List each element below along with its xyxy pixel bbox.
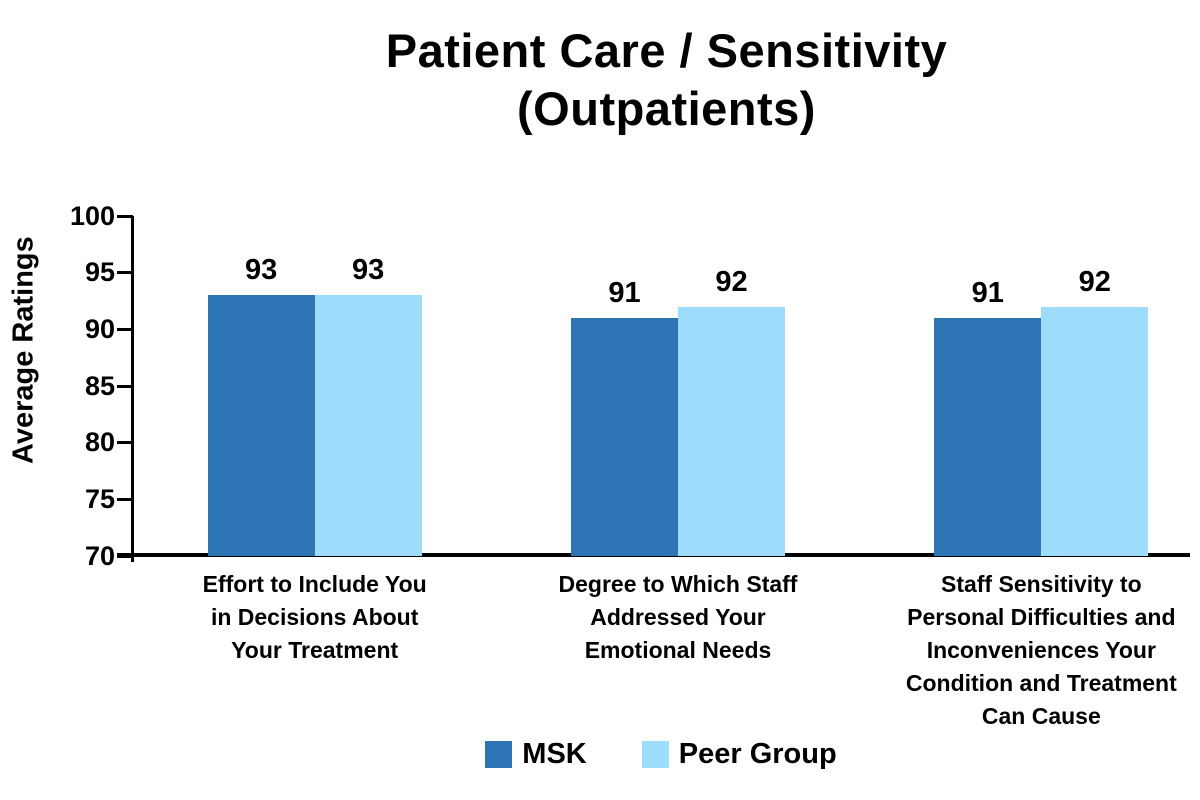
category-label: Effort to Include You in Decisions About… [202,571,427,663]
y-tick-label: 100 [69,200,115,231]
category-label: Degree to Which Staff Addressed Your Emo… [558,571,798,663]
bar-msk: 93 [207,254,315,556]
bar-group: 91 92 [496,216,859,556]
y-axis-label: Average Ratings [7,236,40,464]
y-tick-label: 75 [84,483,115,514]
bar-group: 93 93 [133,216,496,556]
bar-value-label: 93 [245,254,278,287]
bar-msk: 91 [934,277,1042,556]
y-tick-label: 80 [84,427,115,458]
y-tick-label: 95 [84,257,115,288]
bar-peer-group: 92 [1041,266,1149,556]
bar-value-label: 92 [715,265,748,298]
y-tick-label: 85 [84,370,115,401]
y-tick [117,327,133,331]
y-tick [117,214,133,218]
chart-title: Patient Care / Sensitivity (Outpatients) [133,22,1200,138]
legend: MSK Peer Group [122,740,1200,769]
legend-item-peer-group: Peer Group [641,738,837,770]
y-tick-label: 90 [84,313,115,344]
legend-label: Peer Group [678,738,837,770]
bar-value-label: 93 [352,254,385,287]
legend-item-msk: MSK [485,738,587,770]
chart-title-line1: Patient Care / Sensitivity [385,24,948,77]
bar-peer-group: 93 [314,254,422,556]
legend-swatch-msk [485,741,513,768]
legend-label: MSK [522,738,587,770]
y-tick [117,497,133,501]
bar-value-label: 91 [608,277,641,309]
y-tick [117,271,133,275]
bar-msk: 91 [570,277,678,556]
bar-value-label: 91 [971,277,1004,309]
y-tick [117,441,133,445]
y-axis [131,216,134,562]
y-tick [117,384,133,388]
bar-group: 91 92 [860,216,1200,556]
chart-title-line2: (Outpatients) [517,82,816,135]
legend-swatch-peer-group [641,741,669,768]
category-label: Staff Sensitivity to Personal Difficulti… [905,571,1177,729]
bar-value-label: 92 [1078,265,1111,298]
bar-peer-group: 92 [677,266,785,556]
y-tick-label: 70 [84,540,115,571]
